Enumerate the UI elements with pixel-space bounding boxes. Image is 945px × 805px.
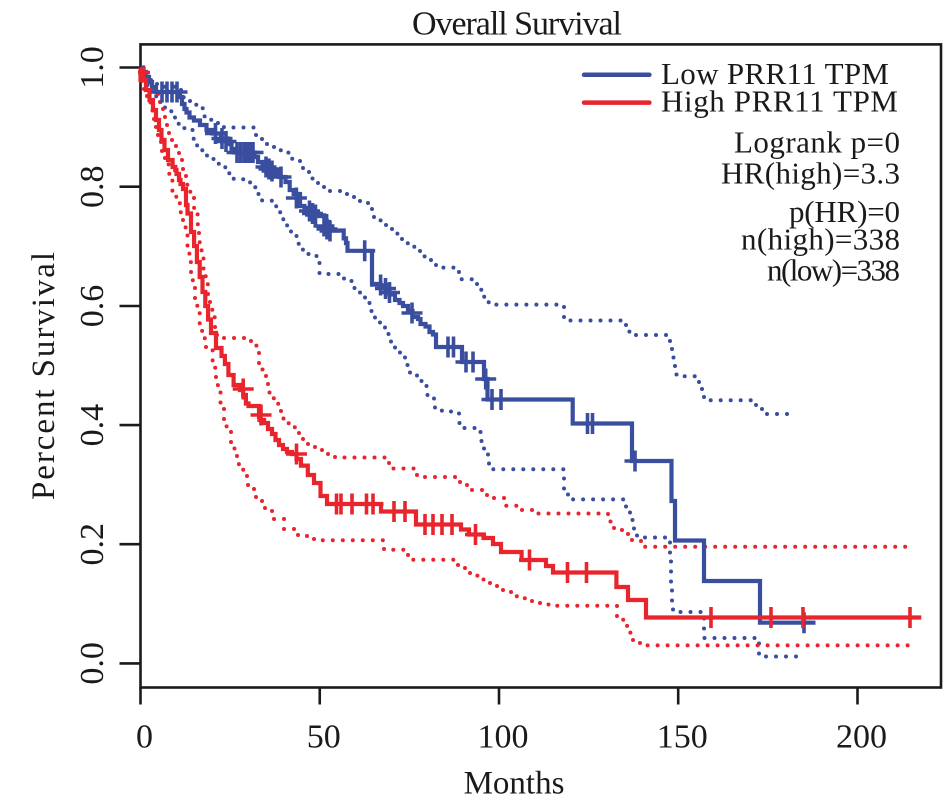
svg-text:200: 200 bbox=[836, 719, 887, 756]
svg-text:0.2: 0.2 bbox=[74, 523, 111, 566]
svg-text:n(low)=338: n(low)=338 bbox=[767, 253, 900, 288]
svg-text:0.8: 0.8 bbox=[74, 165, 111, 208]
svg-text:Low PRR11 TPM: Low PRR11 TPM bbox=[661, 56, 889, 91]
svg-text:0: 0 bbox=[136, 719, 153, 756]
svg-text:HR(high)=3.3: HR(high)=3.3 bbox=[721, 155, 900, 190]
svg-text:n(high)=338: n(high)=338 bbox=[741, 221, 900, 256]
svg-text:0.4: 0.4 bbox=[74, 404, 111, 447]
svg-text:0.6: 0.6 bbox=[74, 285, 111, 328]
svg-text:Percent Survival: Percent Survival bbox=[26, 252, 62, 500]
svg-text:p(HR)=0: p(HR)=0 bbox=[789, 194, 900, 229]
svg-text:100: 100 bbox=[478, 719, 529, 756]
svg-text:0.0: 0.0 bbox=[74, 642, 111, 685]
svg-text:1.0: 1.0 bbox=[74, 46, 111, 89]
svg-text:Logrank p=0: Logrank p=0 bbox=[734, 125, 900, 160]
svg-text:Months: Months bbox=[464, 766, 565, 801]
svg-text:150: 150 bbox=[657, 719, 708, 756]
svg-text:Overall Survival: Overall Survival bbox=[412, 5, 622, 42]
svg-text:High PRR11 TPM: High PRR11 TPM bbox=[661, 84, 898, 119]
svg-text:50: 50 bbox=[307, 719, 341, 756]
